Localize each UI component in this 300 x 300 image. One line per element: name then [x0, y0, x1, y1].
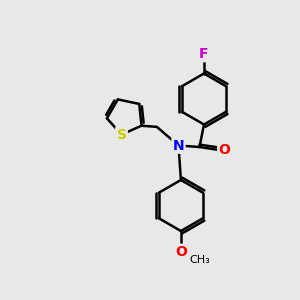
Text: O: O — [175, 245, 187, 259]
Text: S: S — [116, 128, 127, 142]
Text: F: F — [199, 47, 209, 61]
Text: O: O — [218, 143, 230, 157]
Text: N: N — [173, 139, 184, 152]
Text: CH₃: CH₃ — [189, 255, 210, 265]
